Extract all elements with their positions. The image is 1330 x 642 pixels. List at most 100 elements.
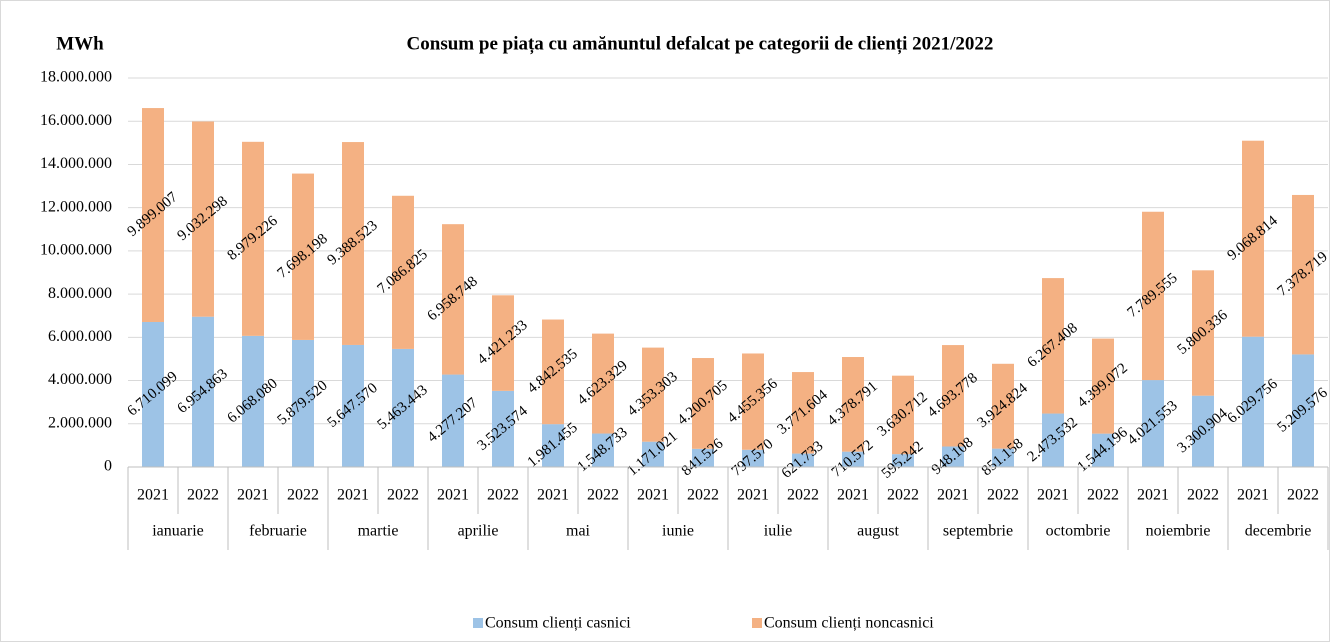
bar-segment [1092,433,1114,467]
bar-segment [392,195,414,349]
bar-segment [642,441,664,467]
group-label: septembrie [943,523,1013,540]
group-label: noiembrie [1146,523,1211,540]
bar-segment [442,224,464,375]
y-tick-label: 6.000.000 [48,328,112,345]
bar-segment [892,375,914,455]
x-tick-label: 2022 [1087,487,1119,504]
group-label: august [857,523,899,540]
bar-segment [292,339,314,467]
bar-segment [442,374,464,467]
bar-segment [492,390,514,467]
bar-segment [742,353,764,450]
x-tick-label: 2021 [637,487,669,504]
legend-swatch [752,618,762,628]
bar-segment [1242,336,1264,467]
legend-swatch [473,618,483,628]
bar-segment [992,448,1014,467]
legend-label: Consum clienți noncasnici [764,615,934,632]
x-tick-label: 2022 [387,487,419,504]
group-label: aprilie [458,523,499,540]
group-label: ianuarie [152,523,204,540]
bar-segment [942,345,964,447]
x-tick-label: 2022 [487,487,519,504]
bar-segment [542,319,564,425]
chart-title: Consum pe piața cu amănuntul defalcat pe… [407,33,994,54]
x-tick-label: 2022 [287,487,319,504]
x-tick-label: 2021 [1137,487,1169,504]
y-tick-label: 18.000.000 [40,69,112,86]
group-label: iulie [764,523,792,540]
bar-segment [792,372,814,454]
bar-segment [742,449,764,467]
bar-segment [242,141,264,336]
bar-segment [1242,140,1264,337]
bar-segment [542,424,564,467]
x-tick-label: 2021 [1037,487,1069,504]
group-label: mai [566,523,591,540]
bar-segment [842,357,864,452]
x-tick-label: 2021 [137,487,169,504]
bar-segment [192,121,214,317]
x-tick-label: 2021 [937,487,969,504]
y-tick-label: 0 [104,458,112,475]
bar-segment [992,363,1014,449]
x-tick-label: 2022 [1187,487,1219,504]
bar-segment [1292,194,1314,355]
y-tick-label: 4.000.000 [48,371,112,388]
bar-segment [392,348,414,467]
bar-segment [192,316,214,467]
x-tick-label: 2021 [1237,487,1269,504]
group-label: iunie [662,523,694,540]
x-tick-label: 2022 [587,487,619,504]
bar-segment [142,321,164,467]
bar-segment [492,295,514,391]
bar-segment [1092,338,1114,434]
y-tick-label: 12.000.000 [40,198,112,215]
bar-segment [692,358,714,449]
x-tick-label: 2021 [837,487,869,504]
bar-segment [1042,413,1064,467]
group-label: decembrie [1245,523,1312,540]
x-tick-label: 2022 [687,487,719,504]
x-tick-label: 2022 [987,487,1019,504]
y-tick-label: 14.000.000 [40,155,112,172]
bar-segment [1142,211,1164,381]
bar-segment [792,453,814,467]
x-tick-label: 2022 [187,487,219,504]
bar-segment [892,454,914,467]
y-axis-label: MWh [56,33,104,54]
y-tick-label: 10.000.000 [40,242,112,259]
x-tick-label: 2021 [337,487,369,504]
bar-segment [292,173,314,340]
bar-segment [1142,380,1164,467]
x-tick-label: 2021 [437,487,469,504]
bar-segment [592,433,614,467]
bar-segment [642,347,664,442]
group-label: octombrie [1046,523,1111,540]
group-label: februarie [249,523,307,540]
y-tick-label: 2.000.000 [48,414,112,431]
y-tick-label: 16.000.000 [40,112,112,129]
bar-segment [1192,395,1214,467]
x-tick-label: 2021 [237,487,269,504]
bar-segment [342,344,364,467]
y-tick-label: 8.000.000 [48,285,112,302]
bar-segment [842,451,864,467]
bar-segment [142,108,164,322]
x-tick-label: 2022 [887,487,919,504]
group-label: martie [358,523,399,540]
bar-segment [1192,270,1214,396]
bar-segment [242,335,264,467]
legend-label: Consum clienți casnici [485,615,631,632]
x-tick-label: 2022 [1287,487,1319,504]
bar-segment [692,448,714,467]
bar-segment [1292,354,1314,467]
bar-segment [342,142,364,345]
x-tick-label: 2021 [737,487,769,504]
x-tick-label: 2022 [787,487,819,504]
bar-segment [592,333,614,434]
bar-segment [1042,278,1064,414]
bar-segment [942,446,964,467]
